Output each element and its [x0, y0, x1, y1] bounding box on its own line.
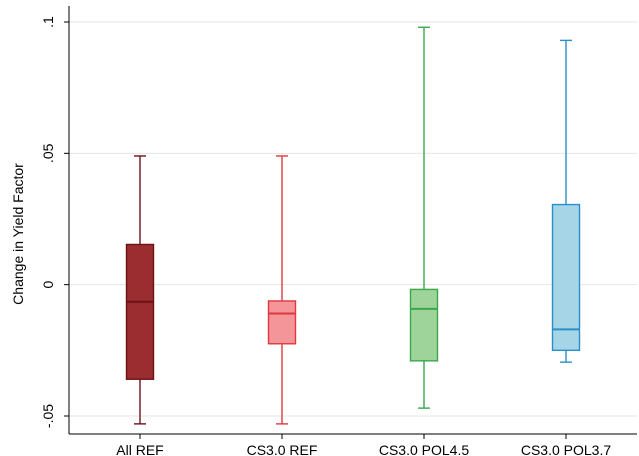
- plot-frame: [68, 6, 637, 435]
- y-tick-label: .1: [40, 16, 56, 28]
- box-cs3-0-ref: [267, 155, 297, 425]
- x-tick-label: All REF: [116, 442, 163, 456]
- y-tick-label: .05: [40, 143, 56, 163]
- y-tick-label: -.05: [40, 404, 56, 428]
- y-tick-labels: -.05 0 .05 .1: [40, 16, 69, 428]
- x-tick-label: CS3.0 POL4.5: [379, 442, 469, 456]
- box-cs3-0-pol3-7: [551, 39, 581, 363]
- y-axis-title: Change in Yield Factor: [10, 163, 26, 305]
- x-tick-label: CS3.0 POL3.7: [521, 442, 611, 456]
- iqr-box: [409, 288, 439, 362]
- x-tick-label: CS3.0 REF: [247, 442, 318, 456]
- boxes: [125, 26, 581, 425]
- grid-lines: [69, 21, 637, 417]
- y-tick-label: 0: [40, 281, 56, 289]
- box-all-ref: [125, 155, 155, 425]
- x-tick-labels: All REF CS3.0 REF CS3.0 POL4.5 CS3.0 POL3.7: [116, 434, 611, 456]
- iqr-box: [267, 300, 297, 345]
- iqr-box: [125, 243, 155, 380]
- box-cs3-0-pol4-5: [409, 26, 439, 409]
- iqr-box: [551, 203, 581, 352]
